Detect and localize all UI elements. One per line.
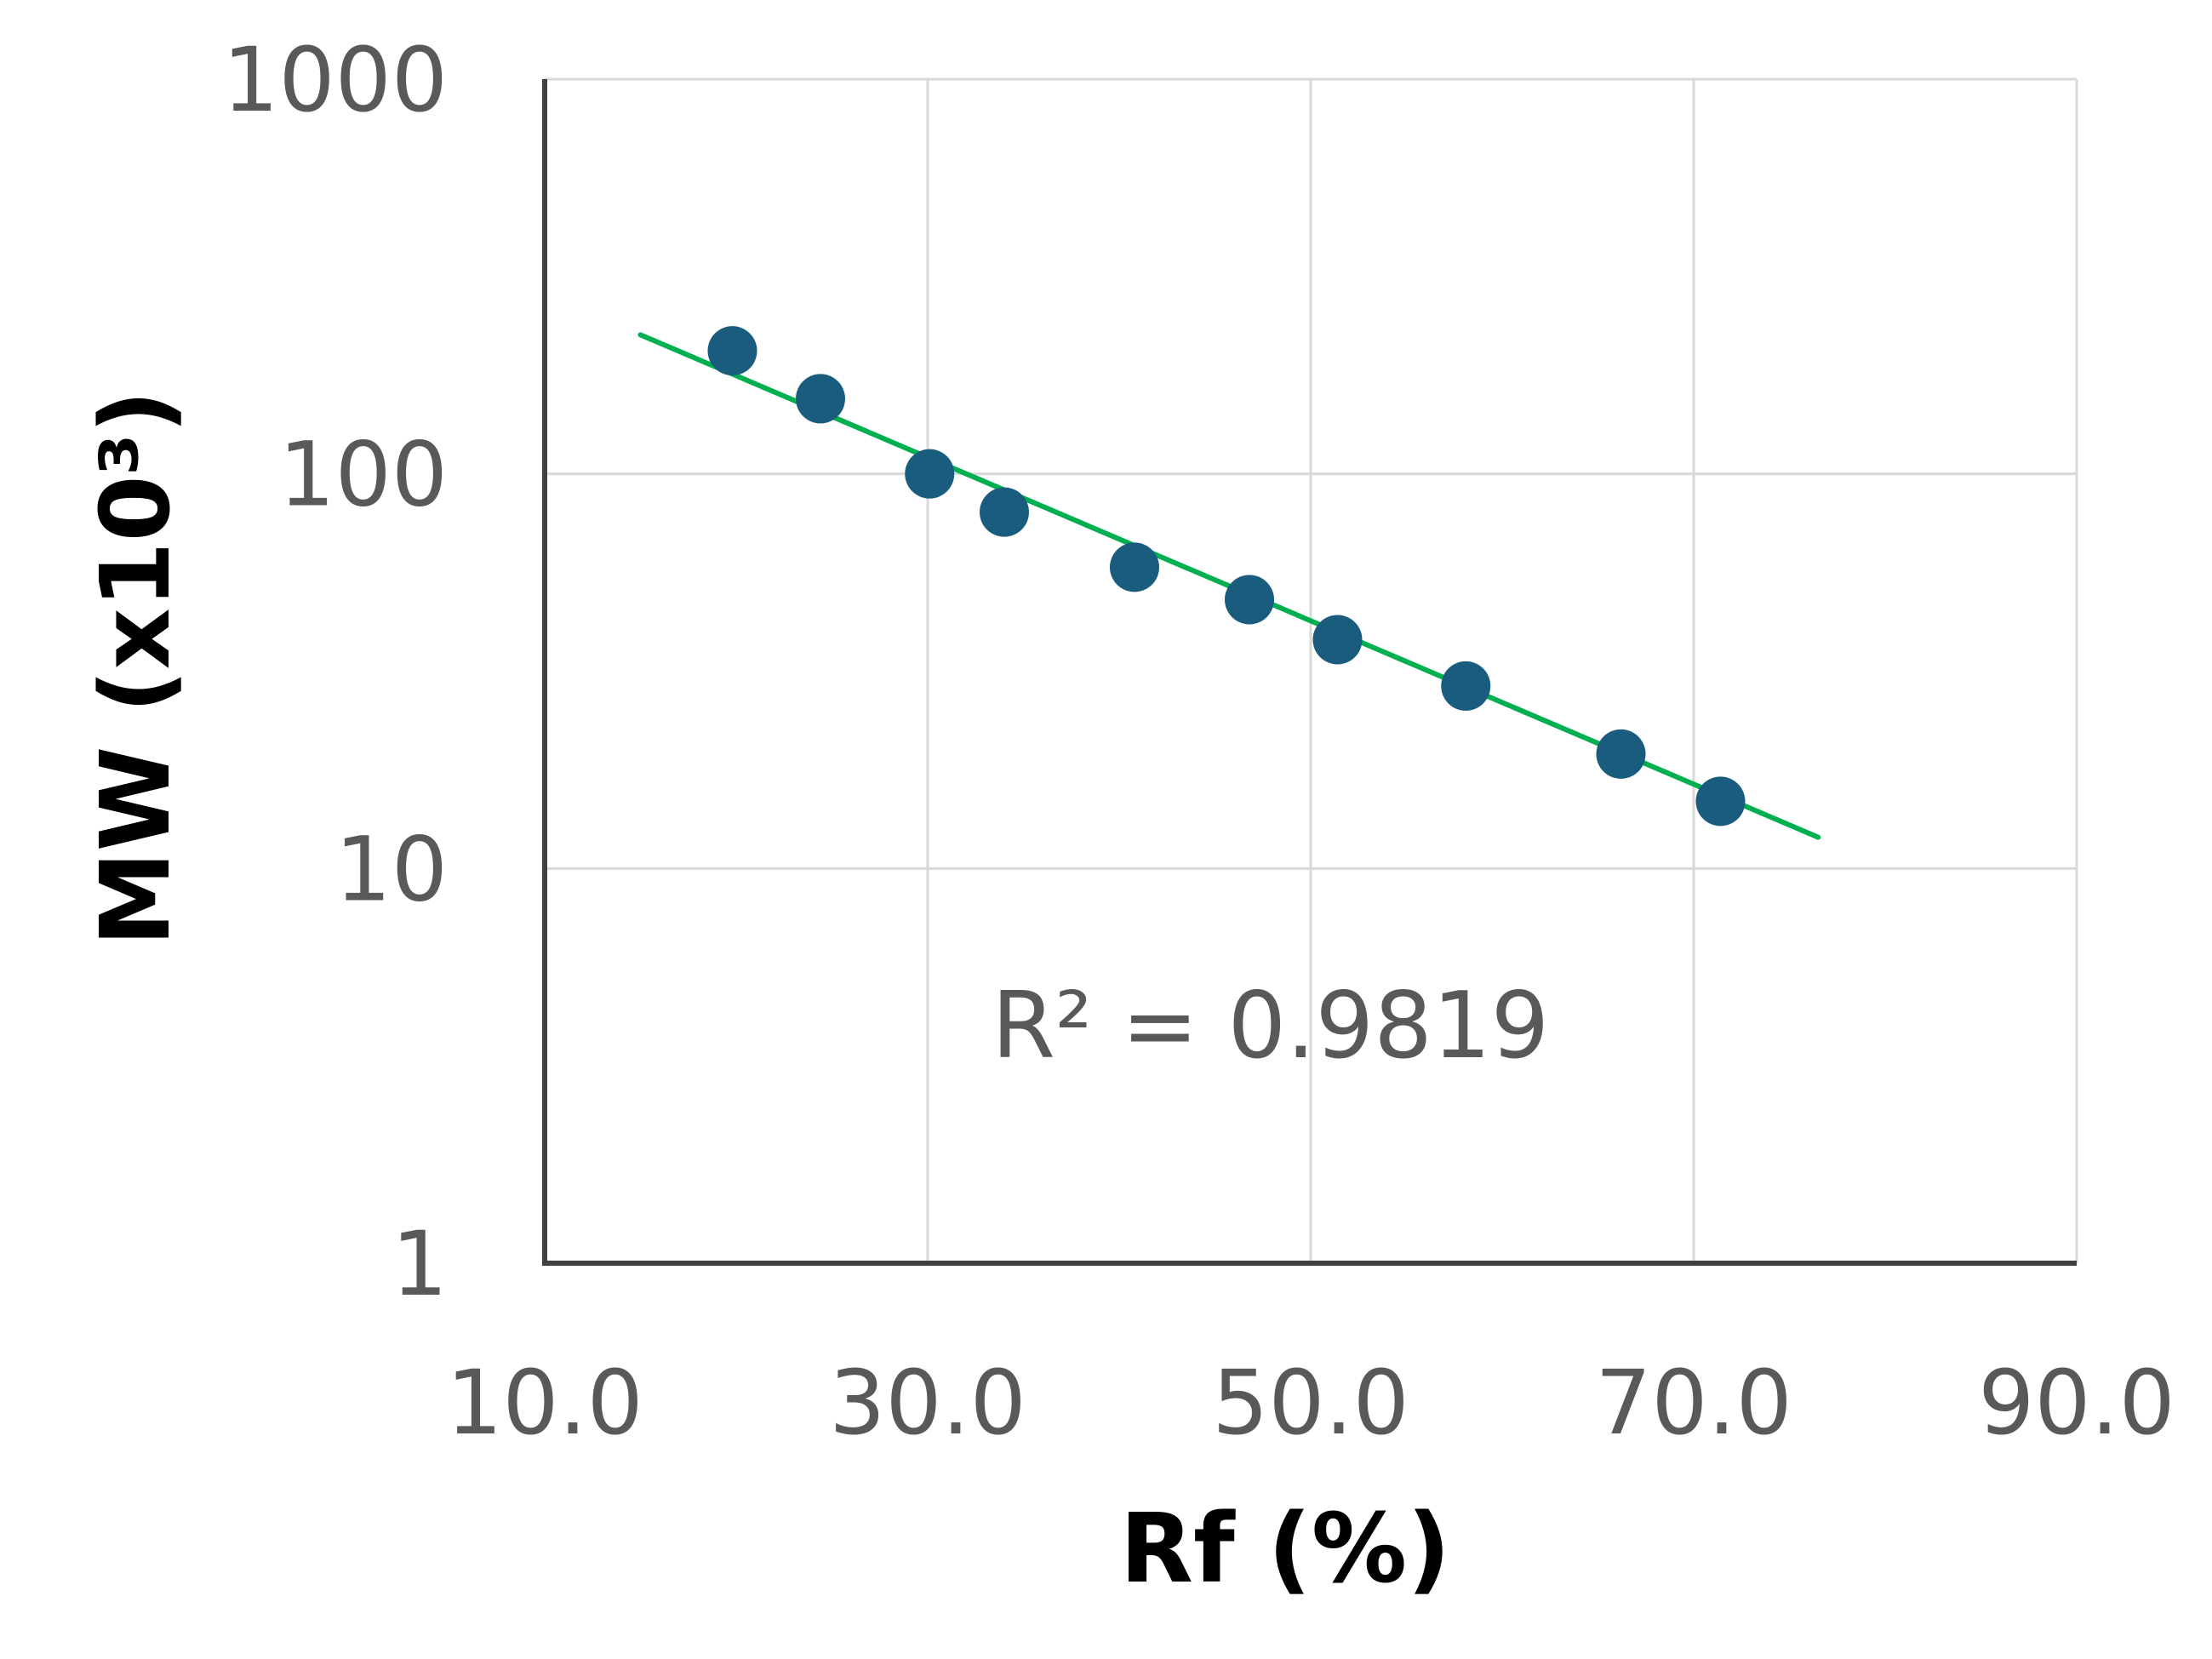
x-tick-label: 30.0 bbox=[829, 1351, 1026, 1455]
y-tick-label: 10 bbox=[335, 817, 448, 921]
x-tick-label: 70.0 bbox=[1595, 1351, 1792, 1455]
data-point bbox=[980, 487, 1029, 537]
x-tick-label: 10.0 bbox=[446, 1351, 643, 1455]
x-tick-label: 50.0 bbox=[1212, 1351, 1409, 1455]
data-point bbox=[1225, 575, 1274, 625]
y-tick-label: 100 bbox=[278, 423, 448, 527]
x-tick-labels: 10.0 30.0 50.0 70.0 90.0 bbox=[446, 1351, 2175, 1455]
data-point bbox=[1441, 661, 1491, 711]
data-point bbox=[1312, 615, 1363, 665]
data-point bbox=[796, 374, 845, 424]
data-point bbox=[905, 449, 955, 499]
data-points bbox=[707, 326, 1746, 827]
y-tick-labels: 1 10 100 1000 bbox=[222, 28, 448, 1316]
y-tick-label: 1 bbox=[392, 1212, 448, 1316]
data-point bbox=[1110, 542, 1159, 592]
x-tick-label: 90.0 bbox=[1978, 1351, 2175, 1455]
r-squared-annotation: R² = 0.9819 bbox=[992, 973, 1549, 1079]
grid-lines bbox=[545, 77, 2078, 1263]
data-point bbox=[1596, 729, 1646, 779]
y-axis-title: MW (x10³) bbox=[81, 390, 191, 947]
data-point bbox=[707, 326, 757, 376]
x-axis-title: Rf (%) bbox=[1120, 1494, 1451, 1605]
axes bbox=[542, 79, 2077, 1266]
data-point bbox=[1695, 776, 1746, 827]
y-tick-label: 1000 bbox=[222, 28, 448, 132]
